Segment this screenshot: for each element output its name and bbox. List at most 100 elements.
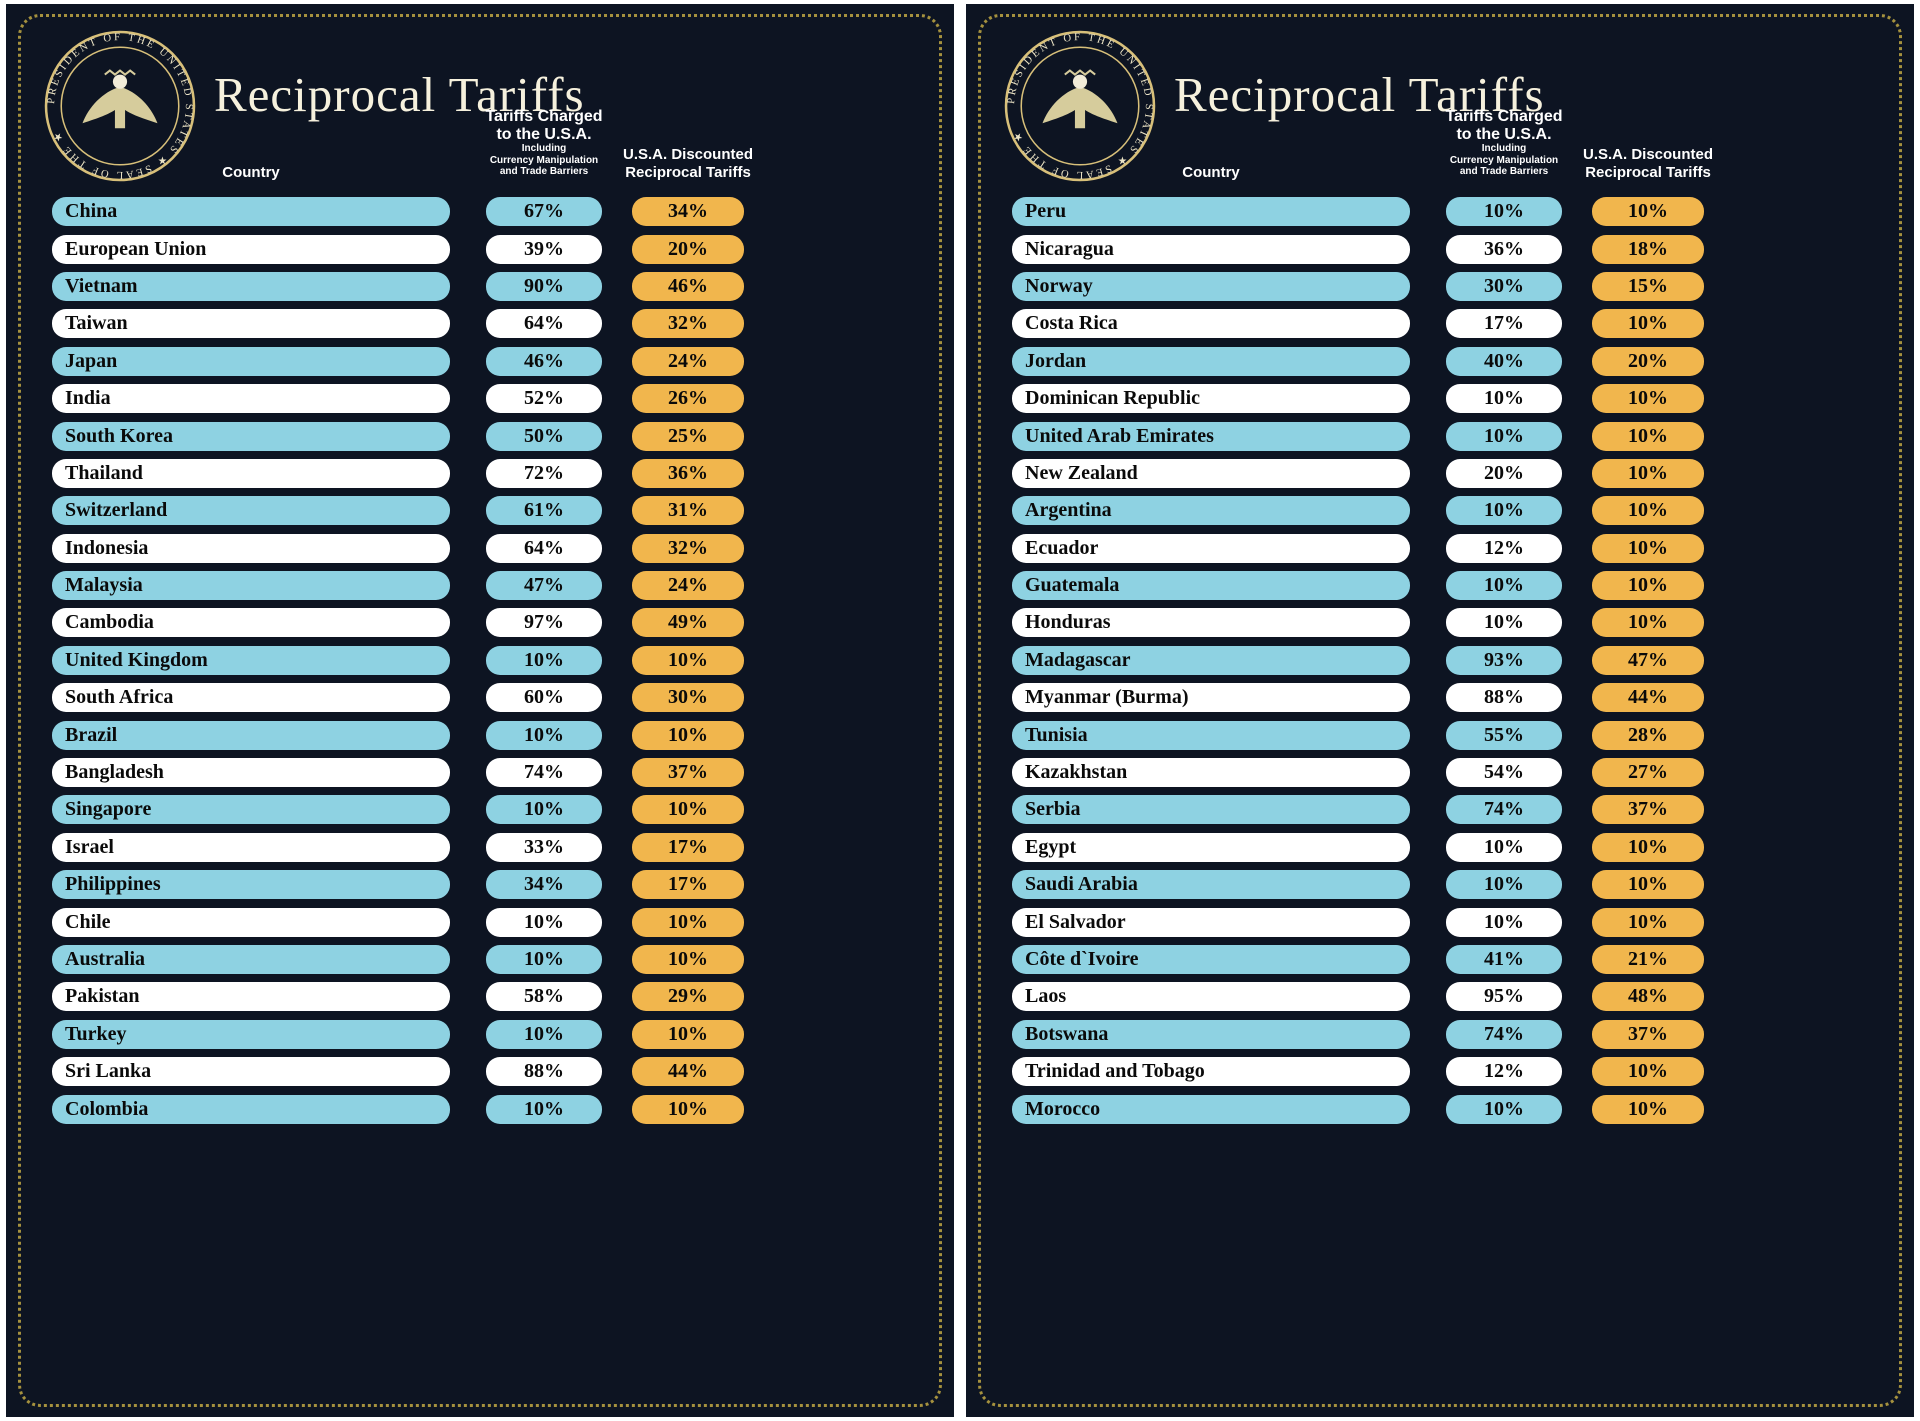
charged-tariff-cell: 61% xyxy=(486,496,602,526)
discounted-tariff-cell: 10% xyxy=(1592,907,1704,937)
charged-tariff-cell: 93% xyxy=(1446,645,1562,675)
tariff-table-right: Peru 10% 10% Nicaragua 36% 18% Norway 30% 15% Cos… xyxy=(966,193,1914,1128)
discounted-tariff-cell: 10% xyxy=(1592,496,1704,526)
discounted-tariff-cell: 10% xyxy=(1592,384,1704,414)
table-row: New Zealand 20% 10% xyxy=(966,455,1914,492)
discounted-tariff-cell: 48% xyxy=(1592,982,1704,1012)
page-title: Reciprocal Tariffs xyxy=(214,67,585,122)
discounted-tariff-cell: 36% xyxy=(632,458,744,488)
table-row: Bangladesh 74% 37% xyxy=(6,754,954,791)
charged-tariff-cell: 10% xyxy=(1446,907,1562,937)
table-row: Nicaragua 36% 18% xyxy=(966,230,1914,267)
country-cell: Laos xyxy=(1012,982,1410,1012)
column-header-charged: Tariffs Charged to the U.S.A. Including … xyxy=(464,108,624,178)
presidential-seal-icon: PRESIDENT OF THE UNITED STATES ★ SEAL OF… xyxy=(1004,30,1156,182)
charged-tariff-cell: 67% xyxy=(486,197,602,227)
table-row: Trinidad and Tobago 12% 10% xyxy=(966,1053,1914,1090)
discounted-tariff-cell: 10% xyxy=(1592,870,1704,900)
country-cell: Malaysia xyxy=(52,571,450,601)
table-row: Peru 10% 10% xyxy=(966,193,1914,230)
discounted-tariff-cell: 10% xyxy=(1592,458,1704,488)
discounted-tariff-cell: 10% xyxy=(632,907,744,937)
country-cell: Indonesia xyxy=(52,533,450,563)
table-row: Indonesia 64% 32% xyxy=(6,530,954,567)
discount-header-line1: U.S.A. Discounted xyxy=(622,146,753,163)
table-row: Serbia 74% 37% xyxy=(966,791,1914,828)
discounted-tariff-cell: 10% xyxy=(1592,1057,1704,1087)
discounted-tariff-cell: 34% xyxy=(632,197,744,227)
table-row: Laos 95% 48% xyxy=(966,978,1914,1015)
country-cell: Nicaragua xyxy=(1012,234,1410,264)
column-header-charged: Tariffs Charged to the U.S.A. Including … xyxy=(1424,108,1584,178)
charged-tariff-cell: 64% xyxy=(486,533,602,563)
charged-tariff-cell: 12% xyxy=(1446,1057,1562,1087)
country-cell: India xyxy=(52,384,450,414)
eagle-icon xyxy=(82,69,158,129)
charged-tariff-cell: 10% xyxy=(1446,384,1562,414)
table-row: Tunisia 55% 28% xyxy=(966,716,1914,753)
discounted-tariff-cell: 10% xyxy=(632,645,744,675)
discounted-tariff-cell: 10% xyxy=(1592,533,1704,563)
country-cell: Brazil xyxy=(52,720,450,750)
country-cell: Australia xyxy=(52,945,450,974)
country-cell: Morocco xyxy=(1012,1094,1410,1124)
charged-tariff-cell: 95% xyxy=(1446,982,1562,1012)
discounted-tariff-cell: 46% xyxy=(632,271,744,301)
table-row: South Korea 50% 25% xyxy=(6,417,954,454)
country-cell: Guatemala xyxy=(1012,571,1410,601)
discounted-tariff-cell: 10% xyxy=(632,945,744,974)
charged-tariff-cell: 10% xyxy=(1446,571,1562,601)
charged-tariff-cell: 72% xyxy=(486,458,602,488)
charged-tariff-cell: 20% xyxy=(1446,458,1562,488)
country-cell: Madagascar xyxy=(1012,645,1410,675)
charged-header-sub2: Currency Manipulation xyxy=(1449,154,1559,166)
discounted-tariff-cell: 27% xyxy=(1592,758,1704,788)
discounted-tariff-cell: 17% xyxy=(632,832,744,862)
discounted-tariff-cell: 10% xyxy=(632,1094,744,1124)
presidential-seal-icon: PRESIDENT OF THE UNITED STATES ★ SEAL OF… xyxy=(44,30,196,182)
discounted-tariff-cell: 10% xyxy=(632,1019,744,1049)
discounted-tariff-cell: 29% xyxy=(632,982,744,1012)
charged-tariff-cell: 39% xyxy=(486,234,602,264)
charged-tariff-cell: 10% xyxy=(486,945,602,974)
country-cell: Philippines xyxy=(52,870,450,900)
discounted-tariff-cell: 26% xyxy=(632,384,744,414)
table-row: Chile 10% 10% xyxy=(6,903,954,940)
table-row: Taiwan 64% 32% xyxy=(6,305,954,342)
country-cell: United Kingdom xyxy=(52,645,450,675)
country-cell: Ecuador xyxy=(1012,533,1410,563)
discounted-tariff-cell: 30% xyxy=(632,683,744,713)
discounted-tariff-cell: 15% xyxy=(1592,271,1704,301)
country-cell: Cambodia xyxy=(52,608,450,638)
charged-tariff-cell: 97% xyxy=(486,608,602,638)
country-cell: Argentina xyxy=(1012,496,1410,526)
table-row: Guatemala 10% 10% xyxy=(966,567,1914,604)
table-row: United Arab Emirates 10% 10% xyxy=(966,417,1914,454)
table-row: Pakistan 58% 29% xyxy=(6,978,954,1015)
page-title: Reciprocal Tariffs xyxy=(1174,67,1545,122)
country-cell: Israel xyxy=(52,832,450,862)
country-cell: Thailand xyxy=(52,458,450,488)
table-row: India 52% 26% xyxy=(6,380,954,417)
country-cell: China xyxy=(52,197,450,227)
table-row: Jordan 40% 20% xyxy=(966,343,1914,380)
charged-tariff-cell: 10% xyxy=(486,720,602,750)
charged-header-line2: to the U.S.A. xyxy=(1456,125,1552,143)
discounted-tariff-cell: 24% xyxy=(632,571,744,601)
discount-header-line1: U.S.A. Discounted xyxy=(1582,146,1713,163)
table-row: Philippines 34% 17% xyxy=(6,866,954,903)
charged-tariff-cell: 10% xyxy=(1446,421,1562,451)
charged-header-sub1: Including xyxy=(521,143,567,155)
charged-tariff-cell: 10% xyxy=(1446,608,1562,638)
discounted-tariff-cell: 44% xyxy=(1592,683,1704,713)
charged-tariff-cell: 34% xyxy=(486,870,602,900)
table-row: Turkey 10% 10% xyxy=(6,1016,954,1053)
column-header-discount: U.S.A. Discounted Reciprocal Tariffs xyxy=(610,146,766,182)
discounted-tariff-cell: 37% xyxy=(1592,795,1704,825)
country-cell: Honduras xyxy=(1012,608,1410,638)
table-row: Myanmar (Burma) 88% 44% xyxy=(966,679,1914,716)
discounted-tariff-cell: 20% xyxy=(1592,346,1704,376)
table-row: El Salvador 10% 10% xyxy=(966,903,1914,940)
table-row: Singapore 10% 10% xyxy=(6,791,954,828)
discounted-tariff-cell: 10% xyxy=(1592,608,1704,638)
